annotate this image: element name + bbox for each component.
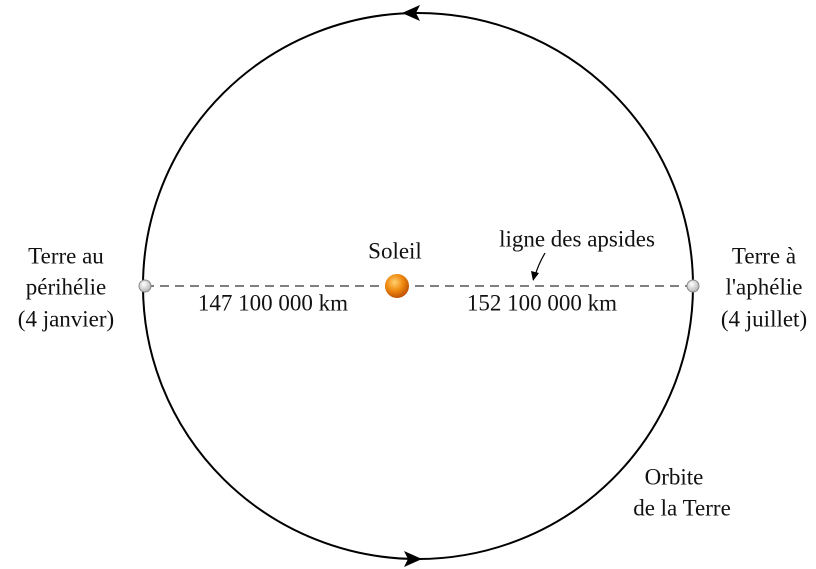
sun — [385, 274, 409, 298]
label: Terre au — [28, 243, 104, 268]
apsides-label: ligne des apsides — [499, 226, 655, 251]
pointer-head — [531, 271, 539, 281]
label: l'aphélie — [726, 274, 803, 299]
label: (4 janvier) — [18, 306, 114, 331]
distance-label: 152 100 000 km — [467, 290, 617, 315]
earth-perihelion — [138, 279, 152, 293]
label: périhélie — [26, 274, 106, 299]
earth-aphelion — [686, 279, 700, 293]
orbit-label: Orbite — [645, 464, 704, 489]
label: (4 juillet) — [721, 306, 807, 331]
label: Terre à — [732, 243, 796, 268]
orbit-arrow-bottom — [404, 551, 422, 567]
sun-label: Soleil — [368, 238, 422, 263]
distance-label: 147 100 000 km — [198, 290, 348, 315]
orbit-label: de la Terre — [633, 495, 731, 520]
orbit-arrow-top — [402, 5, 420, 21]
